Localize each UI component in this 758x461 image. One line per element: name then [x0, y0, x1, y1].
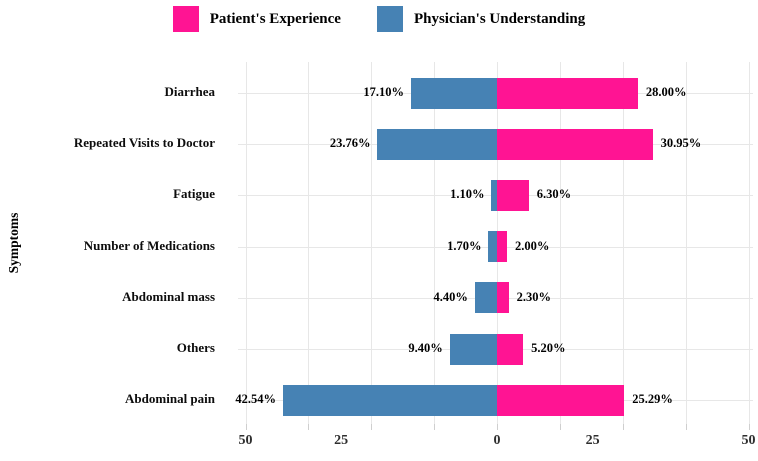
value-label-left: 42.54% — [235, 392, 277, 407]
legend-item-patients-experience: Patient's Experience — [172, 6, 341, 32]
bar-patients-experience — [497, 384, 625, 416]
value-label-right: 25.29% — [632, 392, 673, 407]
x-axis-tick — [559, 424, 561, 430]
x-axis-tick — [434, 424, 436, 430]
legend-label-physicians-understanding: Physician's Understanding — [413, 10, 586, 27]
legend-swatch-blue-icon — [376, 6, 403, 32]
category-label: Abdominal mass — [122, 288, 215, 304]
bar-patients-experience — [497, 333, 524, 365]
x-axis-tick — [748, 424, 750, 430]
legend-label-patients-experience: Patient's Experience — [209, 10, 341, 27]
x-gridline — [559, 62, 561, 424]
x-gridline — [622, 62, 624, 424]
x-gridline — [434, 62, 436, 424]
value-label-right: 2.00% — [515, 238, 550, 253]
bar-patients-experience — [497, 77, 638, 109]
category-label: Number of Medications — [83, 237, 215, 253]
x-tick-label: 25 — [585, 433, 600, 448]
x-axis-tick — [245, 424, 247, 430]
value-label-left: 17.10% — [363, 85, 404, 99]
value-label-right: 30.95% — [660, 136, 702, 151]
bar-patients-experience — [497, 179, 529, 211]
value-label-left: 23.76% — [329, 136, 371, 151]
bar-physicians-understanding — [491, 179, 497, 211]
bar-physicians-understanding — [449, 333, 497, 365]
x-gridline — [245, 62, 247, 424]
category-label: Diarrhea — [164, 84, 215, 99]
x-gridline — [685, 62, 687, 424]
x-tick-label: 50 — [741, 433, 756, 448]
value-label-left: 1.70% — [447, 238, 482, 253]
x-axis-tick — [622, 424, 624, 430]
x-tick-label: 25 — [334, 433, 349, 448]
value-label-right: 28.00% — [645, 85, 687, 99]
x-gridline — [748, 62, 750, 424]
bar-physicians-understanding — [488, 231, 497, 263]
x-gridline — [308, 62, 310, 424]
bar-patients-experience — [497, 231, 508, 263]
category-label: Others — [176, 340, 215, 355]
x-tick-label: 0 — [493, 433, 501, 448]
bar-patients-experience — [497, 128, 653, 160]
value-label-left: 1.10% — [450, 187, 485, 202]
bar-physicians-understanding — [410, 77, 497, 109]
chart-legend: Patient's Experience Physician's Underst… — [0, 2, 758, 36]
bar-physicians-understanding — [377, 128, 497, 160]
value-label-right: 2.30% — [516, 289, 551, 304]
category-label: Fatigue — [173, 186, 215, 202]
x-axis-tick — [371, 424, 373, 430]
bar-physicians-understanding — [474, 282, 497, 314]
category-label: Repeated Visits to Doctor — [73, 135, 215, 151]
x-axis-tick — [497, 424, 498, 430]
category-label: Abdominal pain — [125, 391, 215, 407]
value-label-right: 6.30% — [536, 187, 572, 202]
value-label-left: 4.40% — [433, 289, 468, 304]
x-axis-tick — [308, 424, 310, 430]
bar-patients-experience — [497, 282, 509, 314]
legend-item-physicians-understanding: Physician's Understanding — [376, 6, 586, 32]
bar-physicians-understanding — [283, 384, 497, 416]
value-label-right: 5.20% — [531, 341, 566, 355]
x-tick-label: 50 — [238, 433, 253, 448]
legend-swatch-pink-icon — [172, 6, 199, 32]
value-label-left: 9.40% — [408, 341, 443, 355]
x-axis-tick — [685, 424, 687, 430]
x-gridline — [371, 62, 373, 424]
